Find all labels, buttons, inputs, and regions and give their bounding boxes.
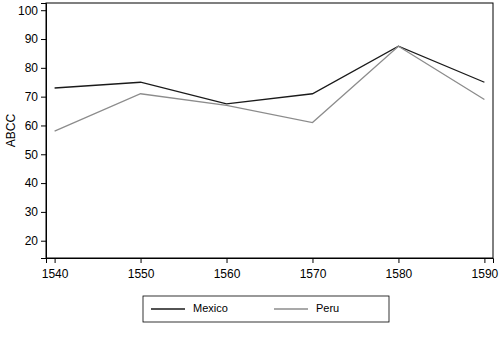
- plot-frame: [46, 3, 493, 258]
- legend-box: [143, 296, 389, 322]
- legend-label: Mexico: [193, 302, 228, 314]
- y-axis: 20 30 40 50 60 70 80 90 100: [18, 4, 47, 259]
- y-tick: 90: [25, 32, 46, 46]
- y-tick-label: 70: [25, 90, 39, 104]
- x-tick-label: 1570: [300, 267, 327, 281]
- y-tick-mark: [41, 125, 46, 126]
- y-tick-label: 100: [18, 4, 38, 18]
- x-tick-label: 1580: [386, 267, 413, 281]
- plot: 1540 1550 1560 1570 1580 1590 20 30 40 50 60 70 80 90…: [18, 3, 499, 281]
- x-tick-mark: [227, 258, 228, 263]
- series-line: [55, 46, 485, 104]
- chart: 1540 1550 1560 1570 1580 1590 20 30 40 50 60 70 80 90…: [0, 0, 500, 355]
- y-axis-line: [41, 4, 47, 259]
- y-tick: 100: [18, 4, 46, 18]
- legend-swatch: [151, 308, 185, 309]
- y-tick-label: 50: [25, 148, 39, 162]
- y-tick: 50: [25, 148, 46, 162]
- x-tick-label: 1560: [214, 267, 241, 281]
- x-tick: 1590: [472, 258, 499, 281]
- x-tick: 1570: [300, 258, 327, 281]
- series-line: [55, 46, 485, 131]
- legend-swatch: [274, 308, 308, 309]
- y-tick: 60: [25, 119, 46, 133]
- x-tick-mark: [312, 258, 313, 263]
- y-tick-label: 20: [25, 234, 39, 248]
- y-tick-label: 90: [25, 32, 39, 46]
- y-tick-mark: [41, 154, 46, 155]
- x-tick: 1550: [128, 258, 155, 281]
- y-tick-mark: [41, 241, 46, 242]
- y-tick-mark: [41, 97, 46, 98]
- y-tick-mark: [41, 10, 46, 11]
- x-tick: 1560: [214, 258, 241, 281]
- x-tick-mark: [398, 258, 399, 263]
- x-tick: 1540: [42, 258, 69, 281]
- y-axis-title: ABCC: [4, 113, 18, 147]
- y-tick-label: 60: [25, 119, 39, 133]
- y-tick-mark: [41, 212, 46, 213]
- y-tick-mark: [41, 39, 46, 40]
- x-tick-mark: [141, 258, 142, 263]
- y-tick: 20: [25, 234, 46, 248]
- x-tick: 1580: [386, 258, 413, 281]
- legend-label: Peru: [316, 302, 339, 314]
- legend: Mexico Peru: [143, 296, 389, 322]
- y-tick: 70: [25, 90, 46, 104]
- y-tick: 80: [25, 61, 46, 75]
- y-tick-mark: [41, 68, 46, 69]
- y-tick-mark: [41, 183, 46, 184]
- lines: [55, 46, 485, 131]
- y-tick-label: 40: [25, 176, 39, 190]
- x-tick-label: 1590: [472, 267, 499, 281]
- y-tick-label: 30: [25, 205, 39, 219]
- x-axis: 1540 1550 1560 1570 1580 1590: [42, 258, 499, 281]
- y-tick: 30: [25, 205, 46, 219]
- x-axis-line: [47, 259, 494, 264]
- x-tick-label: 1550: [128, 267, 155, 281]
- x-tick-mark: [484, 258, 485, 263]
- y-tick-label: 80: [25, 61, 39, 75]
- x-tick-label: 1540: [42, 267, 69, 281]
- x-tick-mark: [55, 258, 56, 263]
- y-tick: 40: [25, 176, 46, 190]
